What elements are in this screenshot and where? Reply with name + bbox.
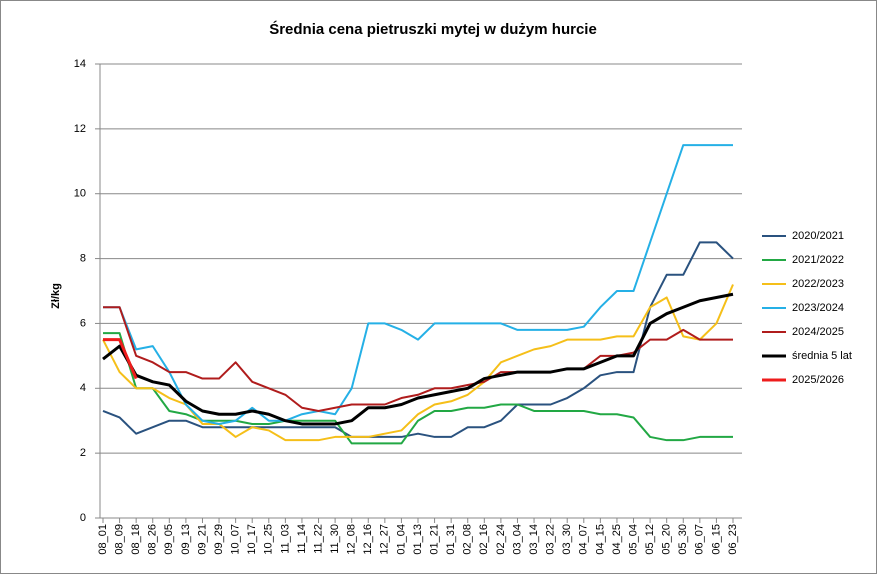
x-tick-label: 01_31: [445, 524, 457, 555]
legend-label: średnia 5 lat: [792, 350, 852, 362]
x-tick-label: 02_16: [478, 524, 490, 555]
x-tick-label: 08_18: [130, 524, 142, 555]
x-tick-label: 11_30: [329, 524, 341, 554]
series-line: [103, 306, 733, 412]
x-tick-label: 05_04: [627, 524, 639, 555]
legend-label: 2024/2025: [792, 326, 844, 338]
x-tick-label: 06_07: [694, 524, 706, 555]
y-tick-label: 4: [80, 382, 86, 394]
y-tick-label: 0: [80, 512, 86, 524]
chart-title: Średnia cena pietruszki mytej w dużym hu…: [269, 20, 597, 38]
x-tick-label: 06_23: [727, 524, 739, 555]
x-tick-label: 01_13: [412, 524, 424, 555]
x-tick-label: 12_08: [346, 524, 358, 555]
series-line: [102, 284, 734, 442]
x-tick-label: 05_30: [677, 524, 689, 555]
x-tick-label: 04_07: [578, 524, 590, 555]
x-tick-label: 02_08: [462, 524, 474, 555]
legend-label: 2020/2021: [792, 230, 844, 242]
x-tick-label: 10_17: [246, 524, 258, 555]
x-tick-label: 11_14: [296, 524, 308, 554]
legend-label: 2021/2022: [792, 254, 844, 266]
y-tick-label: 8: [80, 252, 86, 264]
x-tick-label: 04_15: [594, 524, 606, 555]
y-tick-label: 2: [80, 447, 86, 459]
x-tick-label: 06_15: [710, 524, 722, 555]
series-line: [103, 144, 733, 425]
x-tick-label: 09_05: [163, 524, 175, 555]
x-tick-label: 03_14: [528, 524, 540, 555]
x-tick-label: 09_29: [213, 524, 225, 555]
x-tick-label: 11_03: [279, 524, 291, 554]
x-tick-label: 01_04: [395, 524, 407, 555]
x-tick-label: 03_22: [545, 524, 557, 555]
legend-label: 2025/2026: [792, 374, 844, 386]
series-line: [103, 338, 138, 380]
x-tick-label: 08_09: [113, 524, 125, 555]
y-tick-label: 12: [74, 123, 86, 135]
series-line: [103, 332, 733, 445]
x-tick-label: 03_04: [511, 524, 523, 555]
x-tick-label: 11_22: [312, 524, 324, 554]
x-tick-label: 01_21: [428, 524, 440, 555]
x-tick-label: 10_07: [230, 524, 242, 555]
y-tick-label: 14: [74, 58, 86, 70]
x-tick-label: 12_27: [379, 524, 391, 555]
x-tick-label: 03_30: [561, 524, 573, 555]
x-tick-label: 08_01: [97, 524, 109, 555]
x-tick-label: 04_25: [611, 524, 623, 555]
legend-label: 2023/2024: [792, 302, 844, 314]
x-tick-label: 08_26: [147, 524, 159, 555]
x-tick-label: 09_13: [180, 524, 192, 555]
y-tick-label: 6: [80, 317, 86, 329]
x-tick-label: 09_21: [196, 524, 208, 555]
x-tick-label: 02_24: [495, 524, 507, 555]
x-tick-label: 05_12: [644, 524, 656, 555]
y-axis-label: Zł/kg: [50, 283, 62, 309]
x-tick-label: 10_25: [263, 524, 275, 555]
y-tick-label: 10: [74, 188, 86, 200]
x-tick-label: 12_16: [362, 524, 374, 555]
legend-label: 2022/2023: [792, 278, 844, 290]
series-line: [102, 292, 734, 426]
series-line: [102, 241, 734, 438]
x-tick-label: 05_20: [661, 524, 673, 555]
